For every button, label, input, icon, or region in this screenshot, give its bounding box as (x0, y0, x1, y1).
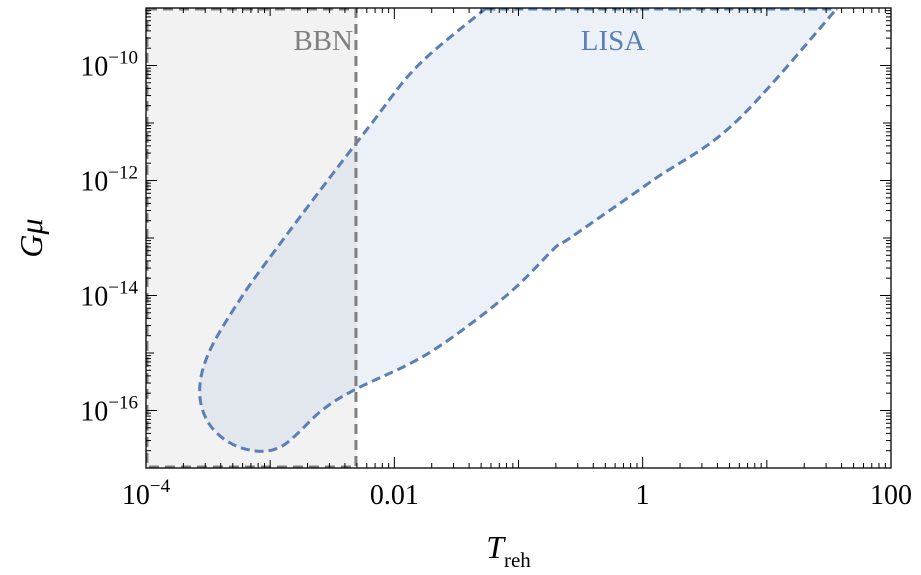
x-axis-label: Treh (486, 529, 531, 572)
tick-labels: 10−4 0.01 1 100 10−10 10−12 10−14 10−16 (80, 48, 912, 512)
x-tick-label: 10−4 (122, 476, 171, 511)
bbn-region-fill (146, 8, 357, 468)
y-axis-label: Gμ (13, 218, 49, 257)
y-tick-label: 10−14 (80, 278, 138, 313)
y-tick-label: 10−12 (80, 163, 138, 198)
lisa-region-fill (199, 8, 838, 452)
axis-labels: Treh Gμ (13, 218, 531, 572)
region-labels: BBN LISA (293, 25, 645, 57)
y-tick-label: 10−10 (80, 48, 138, 83)
bbn-label: BBN (293, 25, 353, 57)
x-tick-label: 0.01 (370, 480, 419, 511)
lisa-label: LISA (581, 25, 646, 57)
x-tick-label: 100 (870, 480, 912, 511)
tick-marks (145, 7, 892, 469)
regions-layer (146, 8, 839, 468)
lisa-region-boundary (198, 8, 839, 453)
x-tick-label: 1 (636, 480, 650, 511)
y-tick-label: 10−16 (80, 393, 138, 428)
